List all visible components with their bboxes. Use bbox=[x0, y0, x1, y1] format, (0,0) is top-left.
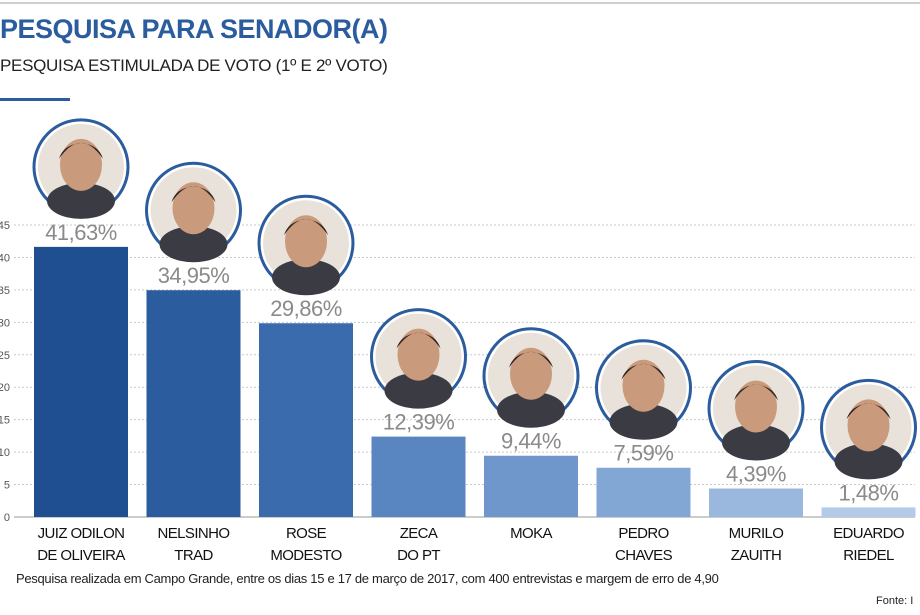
y-tick-label: 25 bbox=[0, 350, 10, 362]
photo-shoulders bbox=[609, 403, 678, 440]
y-tick-label: 45 bbox=[0, 220, 10, 232]
photo-face bbox=[285, 215, 327, 268]
category-label: PEDRO bbox=[618, 525, 668, 542]
y-tick-label: 30 bbox=[0, 317, 10, 329]
y-tick-label: 0 bbox=[4, 512, 10, 524]
bar bbox=[484, 455, 578, 517]
value-label: 7,59% bbox=[614, 441, 674, 466]
value-label: 12,39% bbox=[383, 410, 455, 435]
category-label: DE OLIVEIRA bbox=[37, 547, 125, 564]
bar bbox=[259, 323, 353, 517]
photo-shoulders bbox=[384, 372, 453, 409]
chart-subtitle: PESQUISA ESTIMULADA DE VOTO (1º E 2º VOT… bbox=[0, 56, 388, 75]
value-label: 4,39% bbox=[726, 462, 786, 487]
bar bbox=[34, 246, 128, 517]
photo-hair bbox=[59, 142, 103, 159]
methodology-note: Pesquisa realizada em Campo Grande, entr… bbox=[16, 571, 719, 586]
chart-title: PESQUISA PARA SENADOR(A) bbox=[0, 14, 388, 44]
category-label: TRAD bbox=[174, 547, 213, 564]
value-label: 41,63% bbox=[45, 220, 117, 245]
photo-hair bbox=[621, 363, 666, 380]
title-accent-bar bbox=[0, 98, 70, 101]
category-label: MODESTO bbox=[270, 547, 341, 564]
photo-face bbox=[510, 347, 552, 400]
photo-hair bbox=[284, 219, 328, 236]
photo-hair bbox=[734, 384, 778, 401]
value-label: 34,95% bbox=[158, 263, 230, 288]
photo-hair bbox=[396, 332, 441, 349]
y-tick-label: 40 bbox=[0, 252, 10, 264]
category-label: CHAVES bbox=[615, 547, 673, 564]
photo-shoulders bbox=[722, 424, 790, 461]
photo-face bbox=[172, 182, 215, 235]
y-tick-label: 15 bbox=[0, 415, 10, 427]
photo-face bbox=[60, 138, 102, 191]
bar bbox=[596, 467, 691, 517]
y-tick-label: 5 bbox=[4, 480, 10, 492]
category-label: JUIZ ODILON bbox=[38, 525, 125, 542]
photo-face bbox=[735, 380, 777, 433]
value-label: 1,48% bbox=[839, 480, 899, 505]
photo-hair bbox=[846, 403, 891, 420]
photo-shoulders bbox=[497, 391, 565, 428]
top-rule bbox=[0, 2, 920, 4]
photo-shoulders bbox=[159, 226, 228, 263]
photo-hair bbox=[171, 186, 216, 203]
photo-face bbox=[397, 328, 440, 381]
category-label: DO PT bbox=[397, 547, 440, 564]
category-label: MURILO bbox=[729, 525, 784, 542]
category-label: ZECA bbox=[400, 525, 438, 542]
bar bbox=[709, 488, 803, 517]
y-tick-label: 20 bbox=[0, 382, 10, 394]
y-tick-label: 10 bbox=[0, 447, 10, 459]
photo-face bbox=[622, 359, 665, 412]
value-label: 29,86% bbox=[270, 296, 342, 321]
category-label: NELSINHO bbox=[158, 525, 230, 542]
bar bbox=[821, 507, 916, 517]
y-tick-label: 35 bbox=[0, 285, 10, 297]
photo-shoulders bbox=[272, 259, 340, 296]
category-label: RIEDEL bbox=[843, 547, 894, 564]
source-credit: Fonte: I bbox=[876, 595, 914, 607]
photo-shoulders bbox=[834, 443, 903, 480]
category-label: EDUARDO bbox=[833, 525, 904, 542]
photo-face bbox=[847, 399, 890, 452]
value-label: 9,44% bbox=[501, 429, 561, 454]
photo-hair bbox=[509, 351, 553, 368]
bar bbox=[371, 436, 466, 517]
category-label: ROSE bbox=[286, 525, 327, 542]
bar bbox=[146, 290, 241, 517]
category-label: MOKA bbox=[510, 525, 552, 542]
category-label: ZAUITH bbox=[731, 547, 782, 564]
photo-shoulders bbox=[47, 182, 115, 219]
